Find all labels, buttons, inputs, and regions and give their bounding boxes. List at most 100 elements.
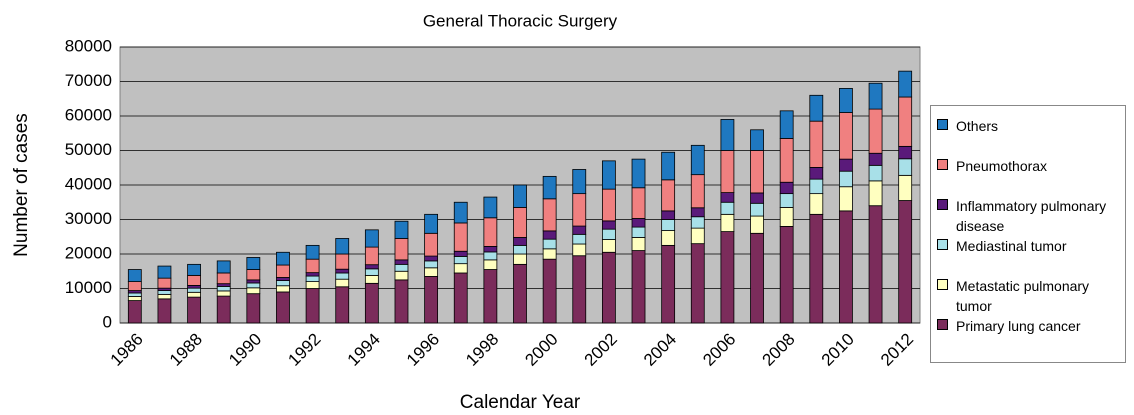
bar-segment [661,179,676,212]
bar-segment [779,110,794,139]
bar-segment [868,152,883,166]
legend-swatch [937,239,948,250]
bar-segment [157,265,172,279]
bar-segment [216,286,231,292]
y-tick-label: 80000 [65,36,112,55]
bar-segment [809,120,824,168]
bar-segment [809,193,824,215]
bar-segment [572,225,587,235]
bar-segment [868,108,883,154]
bar-segment [898,158,913,176]
bar-segment [424,255,439,262]
bar-segment [276,264,290,278]
bar-segment [305,258,320,274]
bar-segment [750,232,764,324]
bar-segment [453,272,468,324]
y-tick-label: 0 [103,312,112,331]
bar-segment [898,200,913,324]
bar-segment [690,174,705,209]
bar-segment [157,290,172,295]
y-tick-label: 70000 [65,71,112,90]
bar-segment [305,244,320,260]
legend-swatch [937,319,948,330]
bar-segment [246,293,261,324]
x-axis-title: Calendar Year [460,392,581,413]
bar-segment [720,150,735,193]
bar-segment [631,250,646,324]
x-tick-label: 2012 [877,330,917,370]
bar-segment [483,269,498,324]
bar-segment [453,201,468,224]
bar-segment [127,296,142,301]
bar-segment [483,251,498,261]
bar-segment [513,237,527,246]
bar-segment [246,269,261,281]
bar-segment [394,279,409,324]
bar-segment [364,264,379,270]
bar-segment [601,188,616,222]
y-axis-title: Number of cases [11,113,32,257]
bar-segment [631,226,646,238]
bar-segment [157,277,172,289]
legend-label: Metastatic pulmonary tumor [956,278,1090,314]
bar-segment [601,251,616,324]
bar-segment [542,248,557,260]
bar-segment [157,293,172,300]
x-tick-label: 1988 [166,330,206,370]
y-tick-label: 50000 [65,140,112,159]
bar-segment [839,210,853,324]
bar-segment [246,279,261,284]
bar-segment [424,213,439,234]
bar-segment [839,186,853,212]
bar-segment [513,253,527,265]
y-tick-label: 30000 [65,209,112,228]
bar-segment [216,260,231,274]
chart-title: General Thoracic Surgery [423,11,618,30]
legend-item: Inflammatory pulmonary disease [937,196,1119,236]
y-tick-label: 60000 [65,105,112,124]
bar-segment [453,256,468,265]
x-tick-label: 2002 [581,330,621,370]
bar-segment [601,160,616,190]
bar-segment [690,216,705,229]
legend-swatch [937,159,948,170]
legend-item: Metastatic pulmonary tumor [937,276,1119,316]
bar-segment [394,259,409,265]
bar-segment [187,296,201,324]
x-tick-label: 1994 [344,330,384,370]
x-tick-label: 1986 [107,330,147,370]
bar-segment [216,272,231,285]
bar-segment [483,217,498,247]
bar-segment [750,150,764,194]
x-tick-label: 1998 [462,330,502,370]
bar-segment [216,283,231,287]
bar-segment [542,258,557,324]
bar-segment [631,158,646,189]
bar-segment [750,192,764,204]
bar-segment [631,187,646,219]
bar-segment [305,275,320,282]
x-tick-label: 2006 [699,330,739,370]
bar-segment [839,112,853,160]
bar-segment [750,202,764,217]
bar-segment [750,215,764,234]
bar-segment [720,192,735,203]
bar-segment [839,88,853,113]
bar-segment [868,164,883,182]
bar-segment [364,229,379,248]
bar-segment [839,170,853,188]
bar-segment [779,225,794,324]
bar-segment [690,227,705,245]
bar-segment [572,233,587,245]
bar-segment [779,193,794,208]
bar-segment [720,231,735,324]
legend-item: Mediastinal tumor [937,236,1119,276]
legend-item: Others [937,116,1119,156]
bar-segment [898,70,913,98]
bar-segment [424,276,439,324]
bar-segment [542,230,557,240]
legend-item: Primary lung cancer [937,316,1119,356]
legend-label: Pneumothorax [956,158,1048,174]
